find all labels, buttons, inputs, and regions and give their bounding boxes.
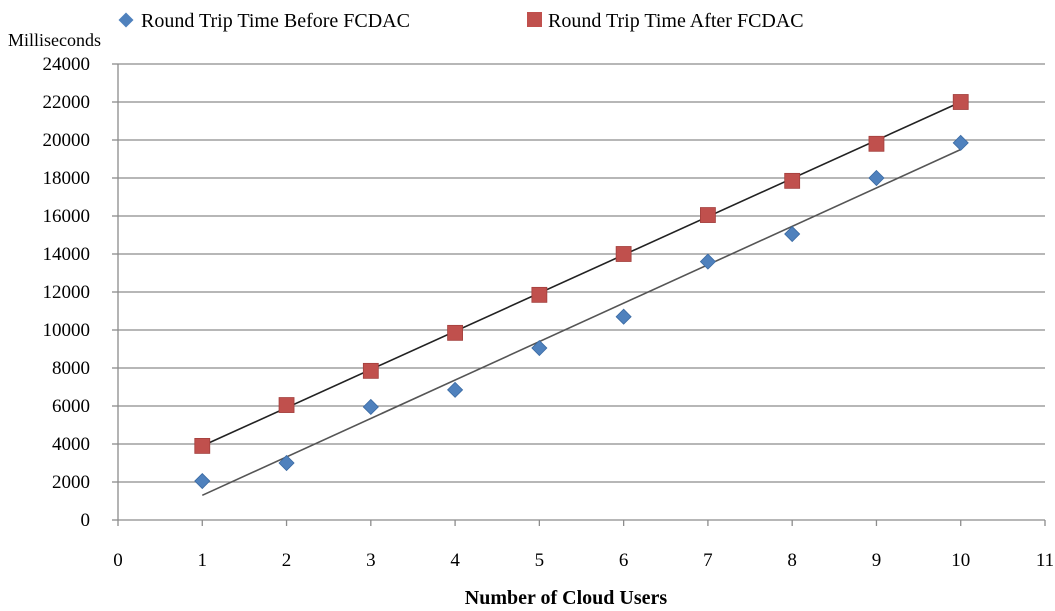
trendlines [201,101,962,497]
legend-label-before: Round Trip Time Before FCDAC [141,10,410,32]
legend-label-after: Round Trip Time After FCDAC [548,10,804,32]
x-tick-label-9: 9 [872,550,882,571]
point-after-8 [784,172,801,189]
y-axis-label: Milliseconds [8,30,101,50]
point-before-1 [194,472,211,490]
x-tick-label-6: 6 [619,550,629,571]
x-tick-label-5: 5 [535,550,545,571]
point-before-2 [278,454,295,472]
axes [117,64,1046,526]
point-before-6 [615,308,632,325]
y-tick-label-0: 0 [81,510,91,531]
legend: Round Trip Time Before FCDAC Round Trip … [118,10,804,32]
trendline-series-0 [201,148,962,497]
x-tick-label-7: 7 [703,550,713,571]
legend-item-before: Round Trip Time Before FCDAC [118,10,410,32]
point-before-5 [531,339,548,357]
point-after-2 [278,397,295,413]
x-tick-label-10: 10 [951,550,970,571]
point-after-5 [531,286,548,303]
point-after-3 [362,362,379,379]
trendline-series-1 [201,101,962,447]
x-tick-label-4: 4 [450,550,460,571]
y-tick-label-6000: 6000 [52,396,90,417]
x-tick-label-11: 11 [1036,550,1054,571]
x-axis-label: Number of Cloud Users [465,587,668,609]
y-tick-label-20000: 20000 [43,130,91,151]
x-tick-labels: 0 1 2 3 4 5 6 7 8 9 10 11 [113,550,1054,571]
point-before-7 [699,253,716,270]
x-tick-label-8: 8 [787,550,797,571]
point-after-10 [952,94,969,110]
y-tick-label-8000: 8000 [52,358,90,379]
point-after-7 [700,207,716,223]
x-tick-label-3: 3 [366,550,376,571]
y-tick-label-10000: 10000 [43,320,91,341]
legend-item-after: Round Trip Time After FCDAC [527,10,804,32]
point-after-6 [615,246,632,262]
y-tick-label-4000: 4000 [52,434,90,455]
gridlines [112,63,1045,521]
point-before-10 [952,134,969,151]
y-tick-label-12000: 12000 [43,282,91,303]
y-tick-label-24000: 24000 [43,54,91,75]
data-points [194,94,969,490]
y-tick-label-14000: 14000 [43,244,91,265]
point-before-8 [784,225,801,243]
y-tick-label-22000: 22000 [43,92,91,113]
legend-marker-after [527,12,542,27]
point-before-3 [362,398,379,416]
point-before-9 [868,169,885,187]
x-tick-label-2: 2 [282,550,292,571]
y-tick-labels: 0 2000 4000 6000 8000 10000 12000 14000 16000 180… [43,54,91,531]
point-after-4 [447,324,463,341]
point-after-1 [194,437,211,454]
point-before-4 [447,381,464,398]
x-tick-label-1: 1 [198,550,208,571]
x-tick-label-0: 0 [113,550,123,571]
y-tick-label-18000: 18000 [43,168,91,189]
y-tick-label-16000: 16000 [43,206,91,227]
point-after-9 [868,135,885,152]
legend-marker-before [118,12,134,28]
y-tick-label-2000: 2000 [52,472,90,493]
